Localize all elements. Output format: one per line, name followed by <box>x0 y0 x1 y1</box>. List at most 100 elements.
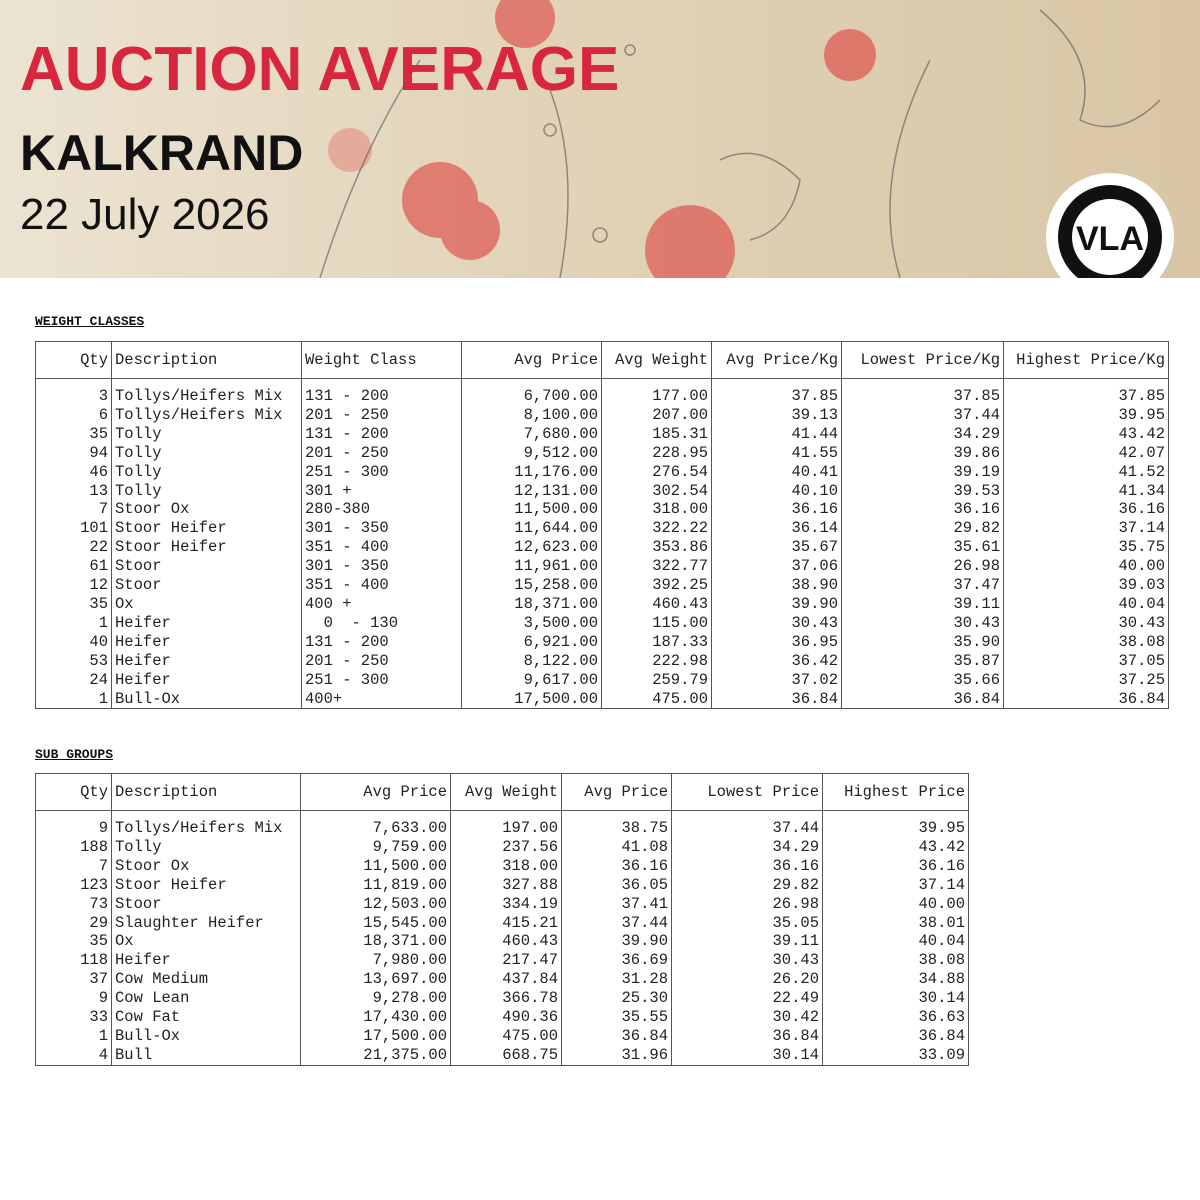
table-cell: 53 <box>35 651 112 671</box>
table-row: 35 Tolly 131 - 200 7,680.00 185.31 41.44 34.29… <box>35 424 1169 444</box>
table-cell: 131 - 200 <box>301 424 462 444</box>
table-cell: 3,500.00 <box>461 613 602 633</box>
table-cell: Stoor <box>111 557 302 577</box>
table-row: 3 Tollys/Heifers Mix 131 - 200 6,700.00 177.… <box>35 378 1169 406</box>
table-cell: 29.82 <box>671 875 823 895</box>
table-cell: 1 <box>35 613 112 633</box>
column-header: Qty <box>35 773 112 811</box>
table-cell: Stoor <box>111 576 302 595</box>
table-cell: 400 + <box>301 594 462 614</box>
table-cell: Cow Medium <box>111 970 301 990</box>
table-cell: 15,258.00 <box>461 576 602 595</box>
banner-art: VLA <box>319 0 1174 278</box>
table-cell: 259.79 <box>601 670 712 690</box>
table-cell: 35 <box>35 594 112 614</box>
table-cell: 37.06 <box>711 557 842 577</box>
table-cell: Tollys/Heifers Mix <box>111 810 301 838</box>
table-row: 40 Heifer 131 - 200 6,921.00 187.33 36.95 35.9… <box>35 632 1169 652</box>
table-cell: 41.52 <box>1003 462 1169 482</box>
table-cell: 39.86 <box>841 443 1004 463</box>
table-cell: 366.78 <box>450 989 562 1009</box>
table-cell: 35.61 <box>841 538 1004 558</box>
table-cell: Tollys/Heifers Mix <box>111 405 302 425</box>
table-cell: 37.05 <box>1003 651 1169 671</box>
column-header: Avg Price <box>561 773 672 811</box>
table-row: 123 Stoor Heifer 11,819.00 327.88 36.05 29.82… <box>35 875 969 895</box>
table-cell: Heifer <box>111 632 302 652</box>
table-cell: 351 - 400 <box>301 576 462 595</box>
table-row: 1 Heifer 0 - 130 3,500.00 115.00 30.43 30.43 3… <box>35 613 1169 633</box>
table-cell: 17,430.00 <box>300 1008 451 1027</box>
table-cell: 201 - 250 <box>301 405 462 425</box>
table-cell: Cow Lean <box>111 989 301 1009</box>
table-cell: 131 - 200 <box>301 378 462 406</box>
table-cell: 6 <box>35 405 112 425</box>
table-cell: 9,759.00 <box>300 837 451 857</box>
table-cell: 12,623.00 <box>461 538 602 558</box>
table-cell: 29 <box>35 913 112 933</box>
table-cell: 37.85 <box>841 378 1004 406</box>
table-cell: 187.33 <box>601 632 712 652</box>
table-cell: 24 <box>35 670 112 690</box>
table-cell: 40.41 <box>711 462 842 482</box>
logo-text: VLA <box>1076 220 1144 258</box>
header-row: Qty Description Weight Class Avg Price Avg W… <box>35 341 1169 379</box>
table-cell: 40.00 <box>822 894 969 914</box>
weight-classes-table: Qty Description Weight Class Avg Price Avg W… <box>35 341 1169 710</box>
table-cell: 35.67 <box>711 538 842 558</box>
location: KALKRAND <box>20 125 304 181</box>
table-cell: Stoor Heifer <box>111 875 301 895</box>
table-cell: Ox <box>111 932 301 952</box>
table-cell: 35.90 <box>841 632 1004 652</box>
table-cell: 37.14 <box>822 875 969 895</box>
table-cell: 94 <box>35 443 112 463</box>
table-cell: 101 <box>35 519 112 539</box>
table-cell: 6,700.00 <box>461 378 602 406</box>
table-cell: Heifer <box>111 613 302 633</box>
table-cell: 22 <box>35 538 112 558</box>
table-cell: 11,500.00 <box>300 856 451 876</box>
table-cell: 43.42 <box>822 837 969 857</box>
table-row: 12 Stoor 351 - 400 15,258.00 392.25 38.90 37.4… <box>35 576 1169 595</box>
table-cell: 35.55 <box>561 1008 672 1027</box>
table-cell: 39.90 <box>711 594 842 614</box>
table-cell: 9 <box>35 989 112 1009</box>
table-row: 29 Slaughter Heifer 15,545.00 415.21 37.44 35… <box>35 913 969 933</box>
table-row: 4 Bull 21,375.00 668.75 31.96 30.14 33.09 <box>35 1045 969 1066</box>
table-cell: 475.00 <box>601 689 712 709</box>
table-row: 13 Tolly 301 +12,131.00 302.54 40.10 39.53 41.… <box>35 481 1169 501</box>
table-cell: 15,545.00 <box>300 913 451 933</box>
table-cell: 37.44 <box>561 913 672 933</box>
table-cell: 36.16 <box>1003 500 1169 520</box>
table-cell: 36.84 <box>671 1026 823 1046</box>
table-cell: 118 <box>35 951 112 971</box>
table-cell: 302.54 <box>601 481 712 501</box>
table-cell: Tolly <box>111 462 302 482</box>
table-cell: 33 <box>35 1008 112 1027</box>
table-cell: 9,617.00 <box>461 670 602 690</box>
table-cell: 39.90 <box>561 932 672 952</box>
table-cell: 30.43 <box>711 613 842 633</box>
table-row: 37 Cow Medium 13,697.00 437.84 31.28 26.20 34.… <box>35 970 969 990</box>
table-cell: 37.14 <box>1003 519 1169 539</box>
column-header: Description <box>111 341 302 379</box>
table-row: 1 Bull-Ox 400+ 17,500.00 475.00 36.84 36.84 36.… <box>35 689 1169 709</box>
table-cell: 460.43 <box>450 932 562 952</box>
table-cell: 11,500.00 <box>461 500 602 520</box>
table-cell: Bull-Ox <box>111 689 302 709</box>
table-cell: 26.98 <box>671 894 823 914</box>
table-cell: 39.53 <box>841 481 1004 501</box>
table-cell: 37.85 <box>1003 378 1169 406</box>
table-cell: 40.00 <box>1003 557 1169 577</box>
table-cell: 12 <box>35 576 112 595</box>
table-cell: 12,131.00 <box>461 481 602 501</box>
table-cell: 177.00 <box>601 378 712 406</box>
table-cell: 38.01 <box>822 913 969 933</box>
table-row: 188 Tolly 9,759.00 237.56 41.08 34.29 43.42 <box>35 837 969 857</box>
header-row: Qty Description Avg Price Avg Weight Avg Pri… <box>35 773 969 811</box>
table-cell: 37.85 <box>711 378 842 406</box>
table-row: 35 Ox 400 +18,371.00 460.43 39.90 39.11 40.04 <box>35 594 1169 614</box>
table-row: 24 Heifer 251 - 300 9,617.00 259.79 37.02 35.6… <box>35 670 1169 690</box>
table-cell: 31.96 <box>561 1045 672 1066</box>
